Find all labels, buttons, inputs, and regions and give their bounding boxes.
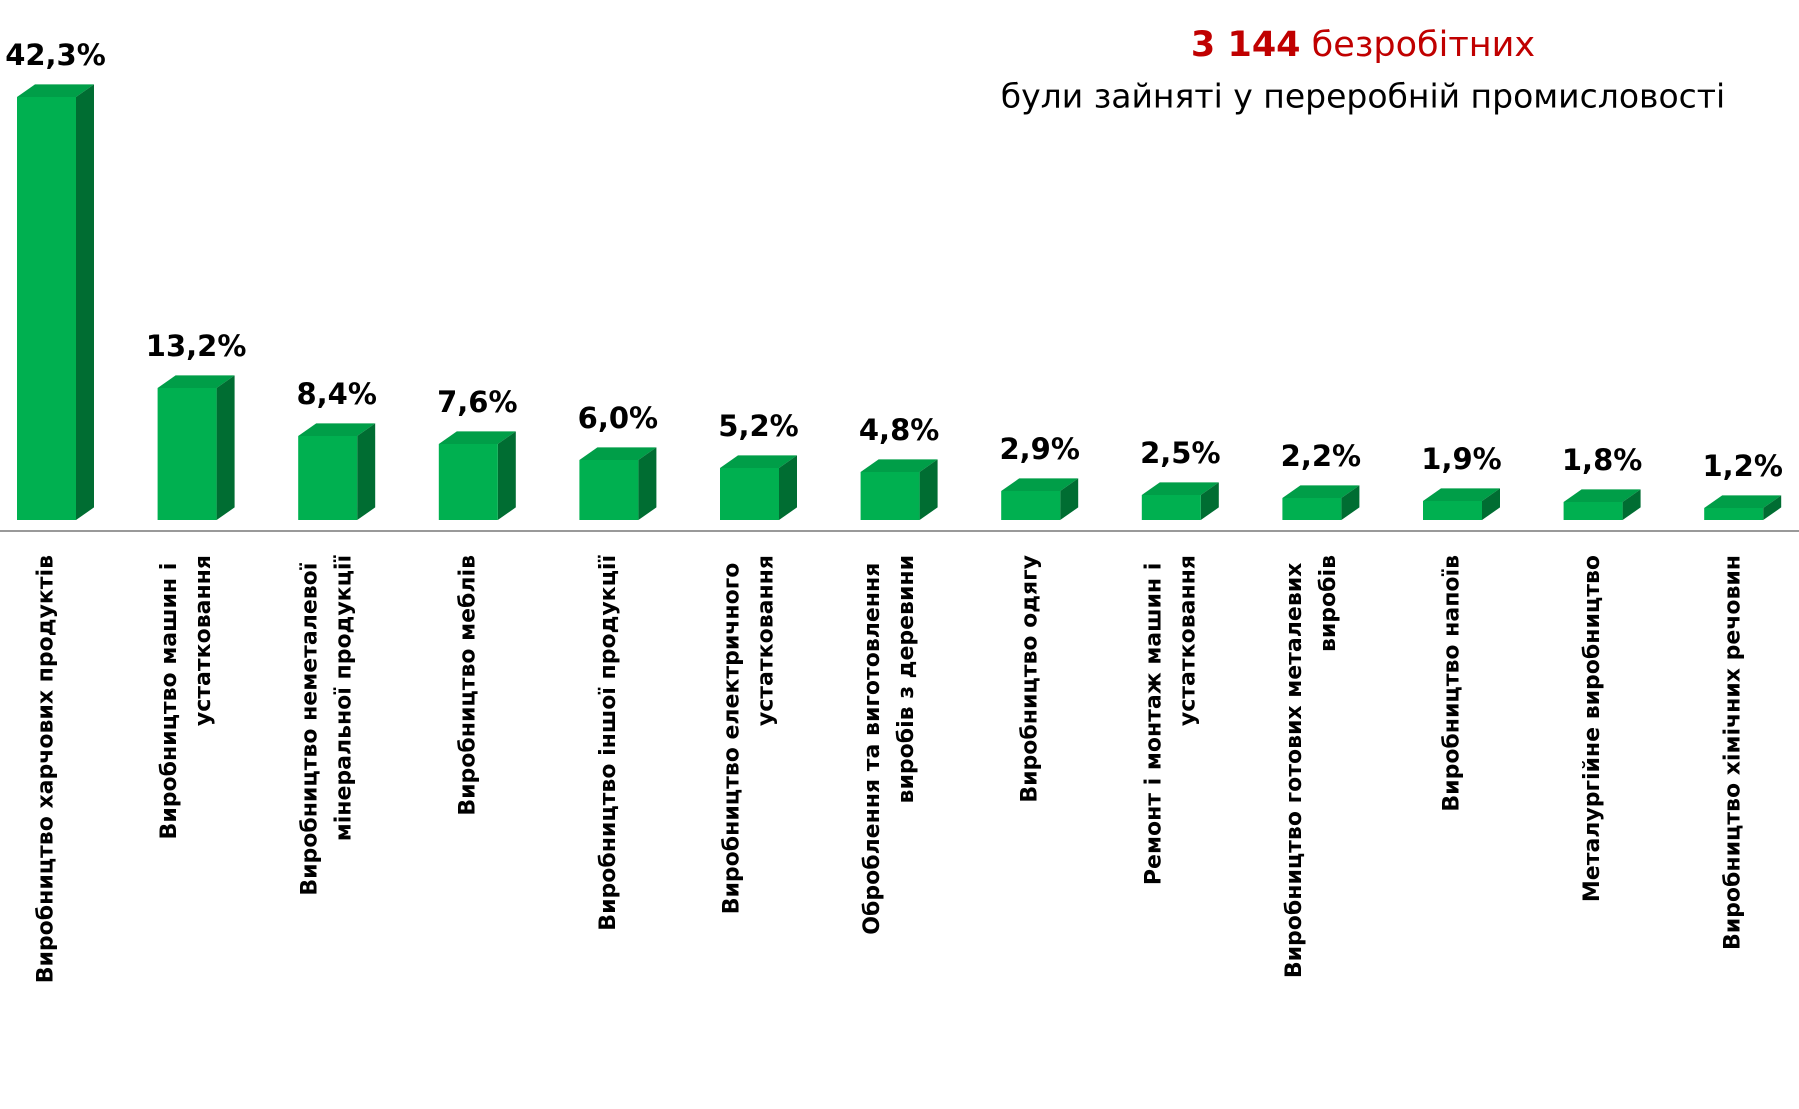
value-label: 7,6% (437, 385, 517, 419)
bar (1563, 489, 1641, 520)
bar-side (638, 447, 657, 520)
bar-front (298, 436, 358, 520)
x-tick-label: Виробництво машин і устатковання (157, 555, 216, 839)
chart-subtitle: були зайняті у переробній промисловості (1001, 77, 1725, 116)
bar (1704, 495, 1782, 520)
bar-side (1200, 482, 1219, 520)
value-label: 4,8% (859, 413, 939, 447)
bar-side (497, 431, 516, 520)
bar-side (216, 375, 235, 520)
bar-front (860, 472, 920, 520)
value-label: 2,2% (1281, 439, 1361, 473)
x-tick-label: Виробництво неметалевої мінеральної прод… (298, 555, 357, 896)
bar-side (1060, 478, 1079, 520)
bar-front (1282, 498, 1342, 520)
bar-front (157, 388, 217, 520)
bar (1282, 485, 1360, 520)
bar-front (1001, 491, 1061, 520)
x-tick-label: Виробництво харчових продуктів (34, 555, 59, 983)
value-label: 2,5% (1140, 436, 1220, 470)
value-label: 5,2% (718, 409, 798, 443)
bar-front (438, 444, 498, 520)
title-unit: безробітних (1312, 25, 1535, 65)
bar-top (1001, 478, 1079, 491)
x-tick-label: Виробництво іншої продукції (596, 555, 621, 931)
bar-side (779, 455, 797, 520)
bar-side (1622, 489, 1641, 520)
bar-top (720, 455, 797, 468)
bar-side (919, 459, 938, 520)
bar-side (76, 84, 94, 521)
bar-top (1704, 495, 1782, 508)
bar-front (1563, 502, 1623, 520)
bar-front (17, 97, 76, 520)
bar-top (157, 375, 235, 388)
bar (438, 431, 516, 520)
value-label: 6,0% (578, 401, 658, 435)
value-label: 42,3% (5, 38, 106, 72)
bar-side (1763, 495, 1782, 520)
x-tick-label: Оброблення та виготовлення виробів з дер… (860, 555, 919, 935)
value-label: 8,4% (296, 377, 376, 411)
bar (1423, 488, 1500, 520)
x-tick-label: Виробництво напоїв (1440, 555, 1465, 812)
x-tick-label: Виробництво одягу (1018, 555, 1043, 803)
x-tick-label: Виробництво хімічних речовин (1721, 555, 1746, 950)
x-tick-label: Виробництво готових металевих виробів (1282, 555, 1341, 978)
bar-top (1423, 488, 1500, 501)
value-label: 1,8% (1562, 443, 1642, 477)
bar-top (1563, 489, 1641, 502)
bar-front (720, 468, 779, 520)
bar-top (17, 84, 94, 97)
bar-top (1282, 485, 1360, 498)
bar (1141, 482, 1219, 520)
x-tick-label: Виробництво електричного устатковання (720, 555, 779, 914)
bar-front (579, 460, 639, 520)
bar-top (579, 447, 657, 460)
bar (1001, 478, 1079, 520)
x-tick-label: Металургійне виробництво (1580, 555, 1605, 902)
bar-side (1341, 485, 1360, 520)
x-tick-label: Виробництво меблів (455, 555, 480, 816)
bar (579, 447, 657, 520)
bar-top (1141, 482, 1219, 495)
bar-side (1482, 488, 1500, 520)
bar (17, 84, 94, 521)
value-label: 13,2% (146, 329, 247, 363)
value-label: 1,2% (1702, 449, 1782, 483)
bar-front (1141, 495, 1201, 520)
bar (720, 455, 797, 520)
bar-top (438, 431, 516, 444)
x-tick-label: Ремонт і монтаж машин і устатковання (1141, 555, 1200, 885)
bar-top (298, 423, 376, 436)
bar (157, 375, 235, 520)
bar (298, 423, 376, 520)
bar-top (860, 459, 938, 472)
bar (860, 459, 938, 520)
value-label: 2,9% (999, 432, 1079, 466)
value-label: 1,9% (1421, 442, 1501, 476)
chart-title: 3 144 безробітних (1191, 25, 1535, 65)
bar-front (1423, 501, 1482, 520)
title-number: 3 144 (1191, 25, 1301, 65)
bar-front (1704, 508, 1764, 520)
bar-side (357, 423, 376, 520)
